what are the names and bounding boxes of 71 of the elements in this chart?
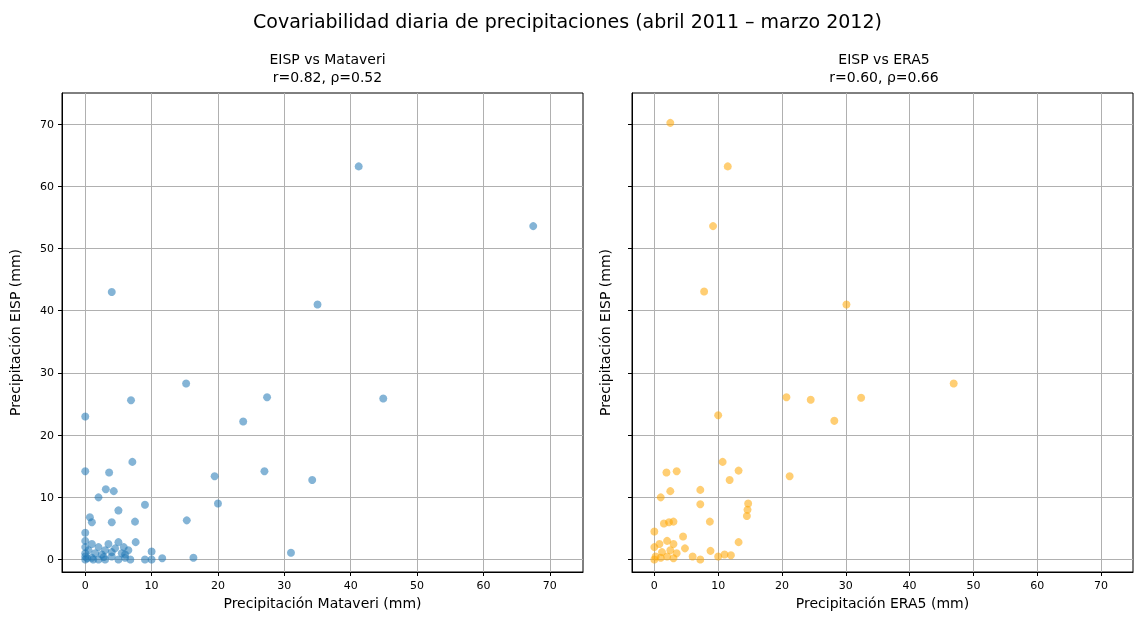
x-tick-label: 40 [343,579,358,592]
point [666,118,675,127]
point [709,222,718,231]
point [714,552,723,561]
point [743,505,752,514]
point [669,540,678,548]
x-tick-label: 30 [838,579,853,592]
y-tick-label: 70 [40,117,54,131]
x-tick-label: 60 [1030,579,1045,592]
point [655,540,664,548]
x-axis-title: Precipitación Mataveri (mm) [223,594,422,611]
y-tick-label: 0 [47,553,54,567]
point [696,500,705,509]
point [688,552,697,561]
point [672,549,681,558]
y-tick-label: 60 [40,179,54,193]
point [666,487,675,496]
chart-subtitle: EISP vs Mataveri r=0.82, ρ=0.52 [269,51,386,85]
point [706,546,715,555]
point [696,485,705,494]
y-tick-label: 20 [40,428,54,442]
x-tick-label: 10 [711,579,726,592]
point [830,416,839,425]
y-tick-label: 50 [40,242,54,256]
point [857,393,866,402]
point [842,300,851,309]
x-tick-label: 30 [277,579,292,592]
point [782,393,791,402]
point [726,551,735,560]
x-tick-label: 40 [902,579,917,592]
point [663,536,672,545]
point [714,411,723,420]
chart-title: Covariabilidad diaria de precipitaciones (abril 2011 – marzo 2012) [253,10,882,32]
point [696,555,705,564]
x-tick-label: 70 [1094,579,1109,592]
point [725,475,734,484]
point [656,493,665,502]
x-tick-label: 50 [410,579,425,592]
y-axis-title: Precipitación EISP (mm) [7,248,23,417]
x-tick-label: 10 [144,579,159,592]
y-tick-label: 10 [40,490,54,504]
point [672,467,681,476]
point [669,517,678,526]
point [806,395,815,404]
y-tick-label: 30 [40,366,54,380]
point [679,532,688,541]
point [785,472,794,481]
point [718,457,727,466]
x-tick-label: 70 [542,579,557,592]
point [662,468,671,477]
point [734,466,743,475]
point [700,287,709,296]
point [658,548,666,557]
x-axis-title: Precipitación ERA5 (mm) [795,594,970,611]
x-tick-label: 60 [476,579,491,592]
chart-subtitle: EISP vs ERA5 r=0.60, ρ=0.66 [829,51,939,85]
point [723,162,732,171]
point [734,538,743,547]
point [705,517,714,526]
point [680,544,689,553]
point [949,379,958,388]
point [742,512,751,521]
x-tick-label: 20 [774,579,789,592]
y-axis-title: Precipitación EISP (mm) [597,248,613,417]
point [666,546,675,555]
x-tick-label: 0 [650,579,658,592]
x-tick-label: 0 [81,579,89,592]
point [650,527,659,536]
x-tick-label: 20 [210,579,225,592]
x-tick-label: 50 [966,579,981,592]
y-tick-label: 40 [40,304,54,318]
